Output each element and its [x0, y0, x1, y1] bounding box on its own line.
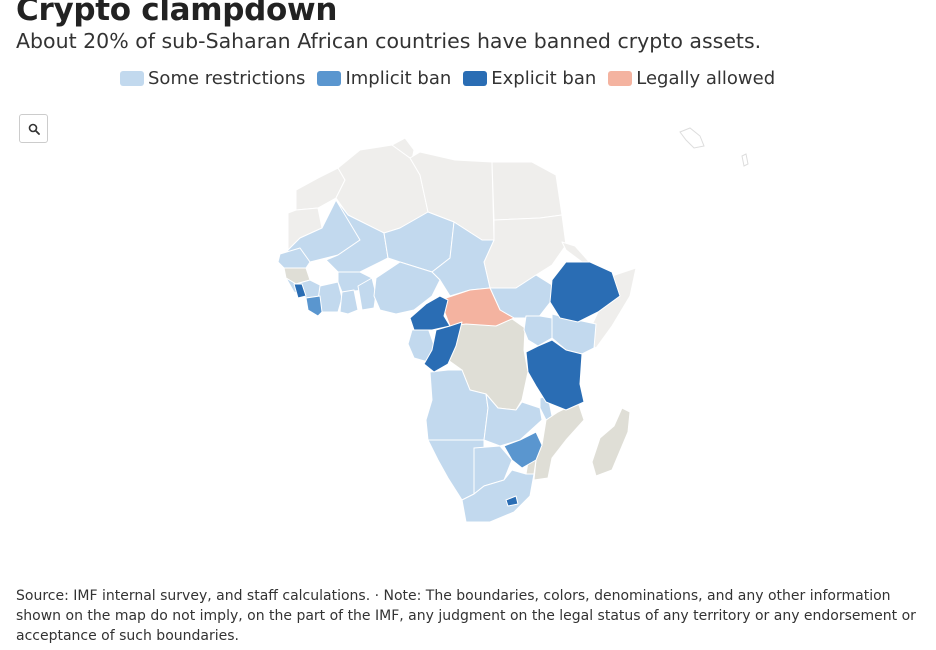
region-republic-of-congo[interactable] [423, 321, 463, 373]
region-madagascar[interactable] [591, 407, 631, 477]
island-shape [741, 153, 749, 167]
region-lesotho[interactable] [505, 495, 519, 507]
region-tanzania[interactable] [525, 339, 585, 411]
legend-swatch [463, 71, 488, 86]
region-egypt[interactable] [491, 161, 563, 221]
region-guinea-coast[interactable] [293, 283, 307, 299]
legend-item-explicit-ban[interactable]: Explicit ban [463, 68, 596, 89]
island-shape [679, 127, 705, 149]
page-subtitle: About 20% of sub-Saharan African countri… [16, 29, 762, 53]
region-south-africa[interactable] [461, 469, 535, 523]
legend-swatch [608, 71, 633, 86]
map-search-button[interactable] [19, 114, 48, 143]
source-note: Source: IMF internal survey, and staff c… [16, 588, 916, 644]
legend-label: Legally allowed [636, 68, 776, 89]
region-tunisia[interactable] [391, 137, 415, 161]
legend-label: Explicit ban [491, 68, 597, 89]
region-senegal[interactable] [277, 247, 311, 269]
legend-item-some-restrictions[interactable]: Some restrictions [120, 68, 305, 89]
region-mozambique[interactable] [533, 401, 585, 481]
region-uganda-rwanda-burundi[interactable] [523, 315, 553, 347]
region-zambia[interactable] [483, 393, 543, 447]
region-cameroon[interactable] [409, 295, 451, 331]
region-ghana[interactable] [339, 289, 359, 315]
legend-swatch [317, 71, 342, 86]
legend-label: Implicit ban [345, 68, 452, 89]
region-ethiopia[interactable] [549, 261, 621, 323]
legend-swatch [120, 71, 144, 86]
region-nigeria[interactable] [373, 261, 441, 315]
legend-item-legally-allowed[interactable]: Legally allowed [608, 68, 775, 89]
search-icon [28, 123, 40, 135]
legend: Some restrictions Implicit ban Explicit … [120, 68, 787, 89]
legend-item-implicit-ban[interactable]: Implicit ban [317, 68, 451, 89]
region-togo-benin[interactable] [357, 277, 377, 311]
region-zimbabwe[interactable] [503, 431, 543, 469]
region-sierra-leone-liberia[interactable] [305, 295, 323, 317]
legend-label: Some restrictions [148, 68, 306, 89]
page-title: Crypto clampdown [16, 0, 338, 28]
